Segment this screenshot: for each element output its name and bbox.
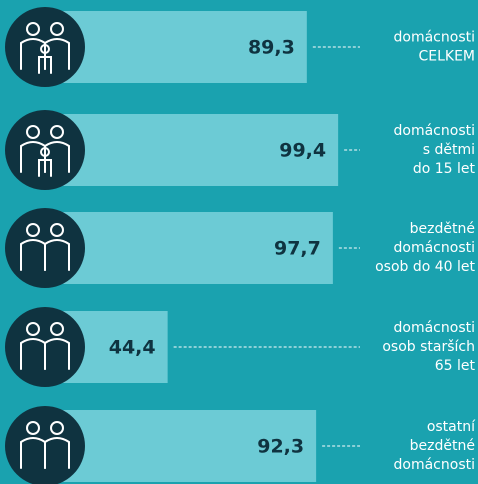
icon-body	[44, 38, 70, 70]
icon-head	[26, 125, 40, 139]
category-label: domácnosti	[394, 123, 475, 139]
icon	[20, 22, 70, 74]
icon-head	[50, 22, 64, 36]
icon	[20, 421, 70, 469]
icon-head	[40, 44, 50, 54]
icon-head	[26, 22, 40, 36]
icon-body	[44, 141, 70, 173]
icon-head	[50, 223, 64, 237]
value-label: 89,3	[248, 37, 295, 59]
icon-body	[44, 239, 70, 271]
category-label: domácnosti	[394, 457, 475, 473]
category-label: domácnosti	[394, 240, 475, 256]
icon-body	[38, 159, 52, 177]
value-label: 92,3	[257, 436, 304, 458]
category-label: osob do 40 let	[375, 259, 475, 275]
value-label: 99,4	[279, 140, 326, 162]
category-label: bezdětné	[410, 438, 475, 454]
icon-head	[50, 322, 64, 336]
category-label: ostatní	[427, 419, 476, 435]
category-label: s dětmi	[423, 142, 475, 158]
icon-head	[50, 125, 64, 139]
icon-body	[38, 56, 52, 74]
value-label: 97,7	[274, 238, 321, 260]
icon-head	[26, 322, 40, 336]
icon-body	[44, 338, 70, 370]
icon	[20, 223, 70, 271]
category-label: CELKEM	[418, 49, 475, 65]
category-label: domácnosti	[394, 30, 475, 46]
category-label: osob starších	[382, 339, 475, 355]
icon-head	[26, 421, 40, 435]
icon-head	[40, 147, 50, 157]
icon-body	[44, 437, 70, 469]
category-label: 65 let	[435, 358, 476, 374]
icon-head	[26, 223, 40, 237]
category-label: domácnosti	[394, 320, 475, 336]
icon-head	[50, 421, 64, 435]
icon	[20, 125, 70, 177]
category-label: do 15 let	[413, 161, 476, 177]
icon	[20, 322, 70, 370]
value-label: 44,4	[109, 337, 156, 359]
category-label: bezdětné	[410, 221, 475, 237]
